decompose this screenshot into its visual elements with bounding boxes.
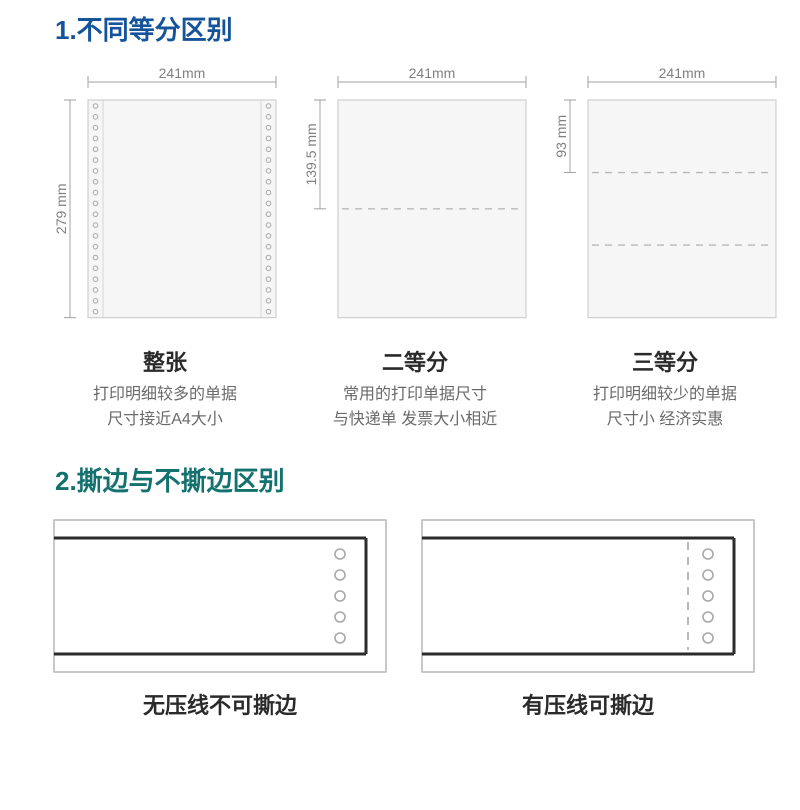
svg-text:241mm: 241mm [409, 65, 456, 81]
svg-text:279 mm: 279 mm [53, 184, 69, 235]
edge-title-no-tear: 无压线不可撕边 [143, 688, 297, 720]
paper-title-full: 整张 [143, 345, 187, 377]
paper-row: 241mm 279 mm 整张 打印明细较多的单据 尺寸接近A4大小 241mm 1… [0, 47, 800, 433]
paper-block-half: 241mm 139.5 mm 二等分 常用的打印单据尺寸 与快递单 发票大小相近 [300, 62, 530, 433]
edge-block-tear: 有压线可撕边 [418, 516, 758, 720]
svg-text:139.5 mm: 139.5 mm [303, 123, 319, 185]
svg-text:241mm: 241mm [659, 65, 706, 81]
paper-svg-third: 241mm 93 mm [550, 62, 780, 337]
paper-block-full: 241mm 279 mm 整张 打印明细较多的单据 尺寸接近A4大小 [50, 62, 280, 433]
paper-title-third: 三等分 [632, 345, 698, 377]
edge-svg-tear [418, 516, 758, 676]
svg-text:93 mm: 93 mm [553, 115, 569, 158]
edge-svg-no-tear [50, 516, 390, 676]
paper-title-half: 二等分 [382, 345, 448, 377]
edge-title-tear: 有压线可撕边 [522, 688, 654, 720]
paper-diagram-half: 241mm 139.5 mm [300, 62, 530, 337]
section2-heading: 2.撕边与不撕边区别 [0, 461, 800, 498]
paper-svg-full: 241mm 279 mm [50, 62, 280, 337]
paper-svg-half: 241mm 139.5 mm [300, 62, 530, 337]
paper-desc-half: 常用的打印单据尺寸 与快递单 发票大小相近 [333, 383, 497, 433]
paper-block-third: 241mm 93 mm 三等分 打印明细较少的单据 尺寸小 经济实惠 [550, 62, 780, 433]
paper-desc-third: 打印明细较少的单据 尺寸小 经济实惠 [593, 383, 737, 433]
paper-desc-full: 打印明细较多的单据 尺寸接近A4大小 [93, 383, 237, 433]
edge-row: 无压线不可撕边 有压线可撕边 [0, 498, 800, 720]
paper-diagram-full: 241mm 279 mm [50, 62, 280, 337]
paper-diagram-third: 241mm 93 mm [550, 62, 780, 337]
svg-text:241mm: 241mm [159, 65, 206, 81]
section1-heading: 1.不同等分区别 [0, 10, 800, 47]
edge-block-no-tear: 无压线不可撕边 [50, 516, 390, 720]
